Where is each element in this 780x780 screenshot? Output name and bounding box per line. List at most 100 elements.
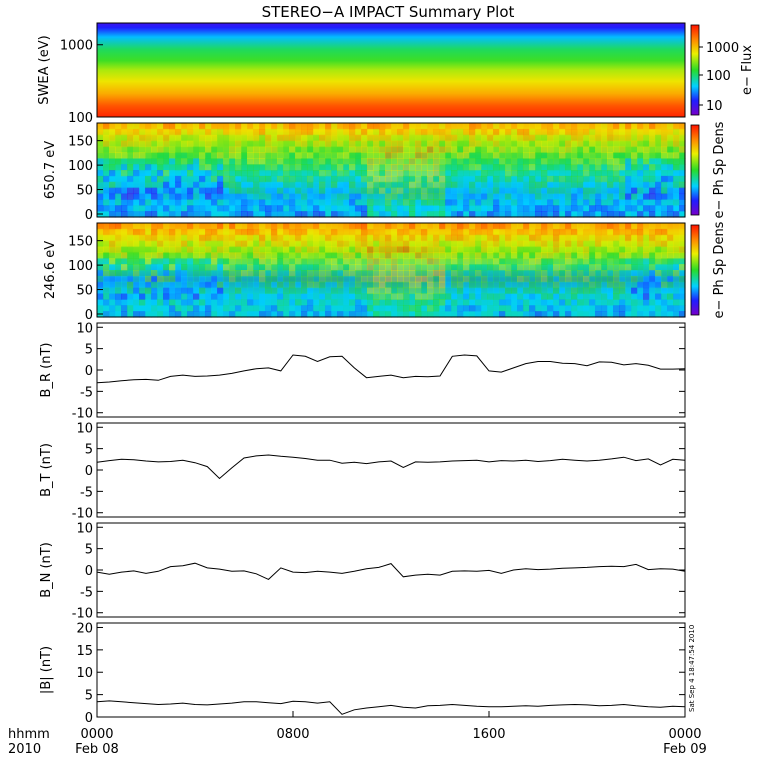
spectrogram-cell	[97, 164, 104, 171]
spectrogram-cell	[217, 246, 224, 253]
spectrogram-cell	[463, 128, 470, 136]
spectrogram-cell	[625, 199, 632, 206]
spectrogram-cell	[493, 211, 500, 218]
spectrogram-cell	[355, 275, 362, 283]
spectrogram-cell	[421, 164, 428, 171]
spectrogram-cell	[577, 170, 584, 177]
spectrogram-cell	[193, 287, 200, 295]
spectrogram-cell	[259, 134, 266, 142]
spectrogram-cell	[499, 187, 506, 195]
spectrogram-cell	[667, 311, 674, 318]
spectrogram-cell	[661, 287, 668, 295]
spectrogram-cell	[583, 287, 590, 295]
spectrogram-cell	[583, 146, 590, 153]
spectrogram-cell	[541, 211, 548, 218]
spectrogram-cell	[517, 193, 524, 200]
spectrogram-cell	[451, 164, 458, 171]
spectrogram-cell	[265, 287, 272, 295]
spectrogram-cell	[277, 270, 284, 277]
spectrogram-cell	[337, 123, 344, 130]
spectrogram-cell	[223, 252, 230, 259]
spectrogram-cell	[379, 311, 386, 318]
spectrogram-cell	[307, 281, 314, 289]
spectrogram-cell	[475, 175, 482, 183]
spectrogram-cell	[163, 305, 170, 312]
spectrogram-cell	[637, 246, 644, 253]
spectrogram-cell	[349, 152, 356, 159]
spectrogram-cell	[625, 123, 632, 130]
spectrogram-cell	[607, 152, 614, 159]
spectrogram-cell	[169, 299, 176, 306]
spectrogram-cell	[415, 181, 422, 189]
spectrogram-cell	[649, 258, 656, 265]
spectrogram-cell	[289, 240, 296, 248]
spectrogram-cell	[511, 258, 518, 265]
spectrogram-cell	[415, 164, 422, 171]
spectrogram-cell	[553, 134, 560, 142]
spectrogram-cell	[211, 264, 218, 271]
spectrogram-cell	[559, 264, 566, 271]
spectrogram-cell	[607, 234, 614, 242]
spectrogram-cell	[613, 299, 620, 306]
spectrogram-cell	[511, 264, 518, 271]
spectrogram-cell	[157, 158, 164, 165]
spectrogram-cell	[175, 205, 182, 212]
spectrogram-cell	[283, 264, 290, 271]
spectrogram-cell	[547, 128, 554, 136]
spectrogram-cell	[181, 175, 188, 183]
spectrogram-cell	[547, 175, 554, 183]
spectrogram-cell	[271, 293, 278, 300]
spectrogram-cell	[379, 164, 386, 171]
spectrogram-cell	[379, 281, 386, 289]
spectrogram-cell	[181, 246, 188, 253]
spectrogram-cell	[289, 158, 296, 165]
spectrogram-cell	[181, 128, 188, 136]
spectrogram-cell	[355, 158, 362, 165]
spectrogram-cell	[355, 264, 362, 271]
spectrogram-cell	[529, 128, 536, 136]
spectrogram-cell	[109, 199, 116, 206]
spectrogram-cell	[313, 170, 320, 177]
spectrogram-cell	[295, 152, 302, 159]
spectrogram-cell	[223, 264, 230, 271]
spectrogram-cell	[211, 152, 218, 159]
spectrogram-cell	[505, 234, 512, 242]
spectrogram-cell	[223, 152, 230, 159]
spectrogram-cell	[643, 205, 650, 212]
spectrogram-cell	[649, 234, 656, 242]
spectrogram-cell	[337, 258, 344, 265]
spectrogram-cell	[301, 175, 308, 183]
spectrogram-cell	[499, 211, 506, 218]
spectrogram-cell	[313, 240, 320, 248]
spectrogram-cell	[361, 234, 368, 242]
spectrogram-cell	[439, 281, 446, 289]
spectrogram-cell	[577, 275, 584, 283]
spectrogram-cell	[631, 146, 638, 153]
spectrogram-cell	[115, 175, 122, 183]
spectrogram-cell	[187, 211, 194, 218]
spectrogram-cell	[223, 228, 230, 236]
spectrogram-cell	[259, 228, 266, 236]
spectrogram-cell	[619, 234, 626, 242]
spectrogram-cell	[295, 281, 302, 289]
spectrogram-cell	[643, 211, 650, 218]
spectrogram-cell	[145, 181, 152, 189]
spectrogram-cell	[505, 305, 512, 312]
spectrogram-cell	[187, 152, 194, 159]
spectrogram-cell	[655, 193, 662, 200]
spectrogram-cell	[283, 228, 290, 236]
spectrogram-cell	[469, 211, 476, 218]
spectrogram-cell	[265, 252, 272, 259]
spectrogram-cell	[361, 246, 368, 253]
spectrogram-cell	[259, 152, 266, 159]
spectrogram-cell	[373, 281, 380, 289]
spectrogram-cell	[379, 264, 386, 271]
spectrogram-cell	[385, 199, 392, 206]
spectrogram-cell	[523, 293, 530, 300]
spectrogram-cell	[343, 164, 350, 171]
spectrogram-cell	[193, 158, 200, 165]
spectrogram-cell	[421, 175, 428, 183]
spectrogram-cell	[319, 123, 326, 130]
spectrogram-cell	[439, 128, 446, 136]
spectrogram-cell	[451, 228, 458, 236]
